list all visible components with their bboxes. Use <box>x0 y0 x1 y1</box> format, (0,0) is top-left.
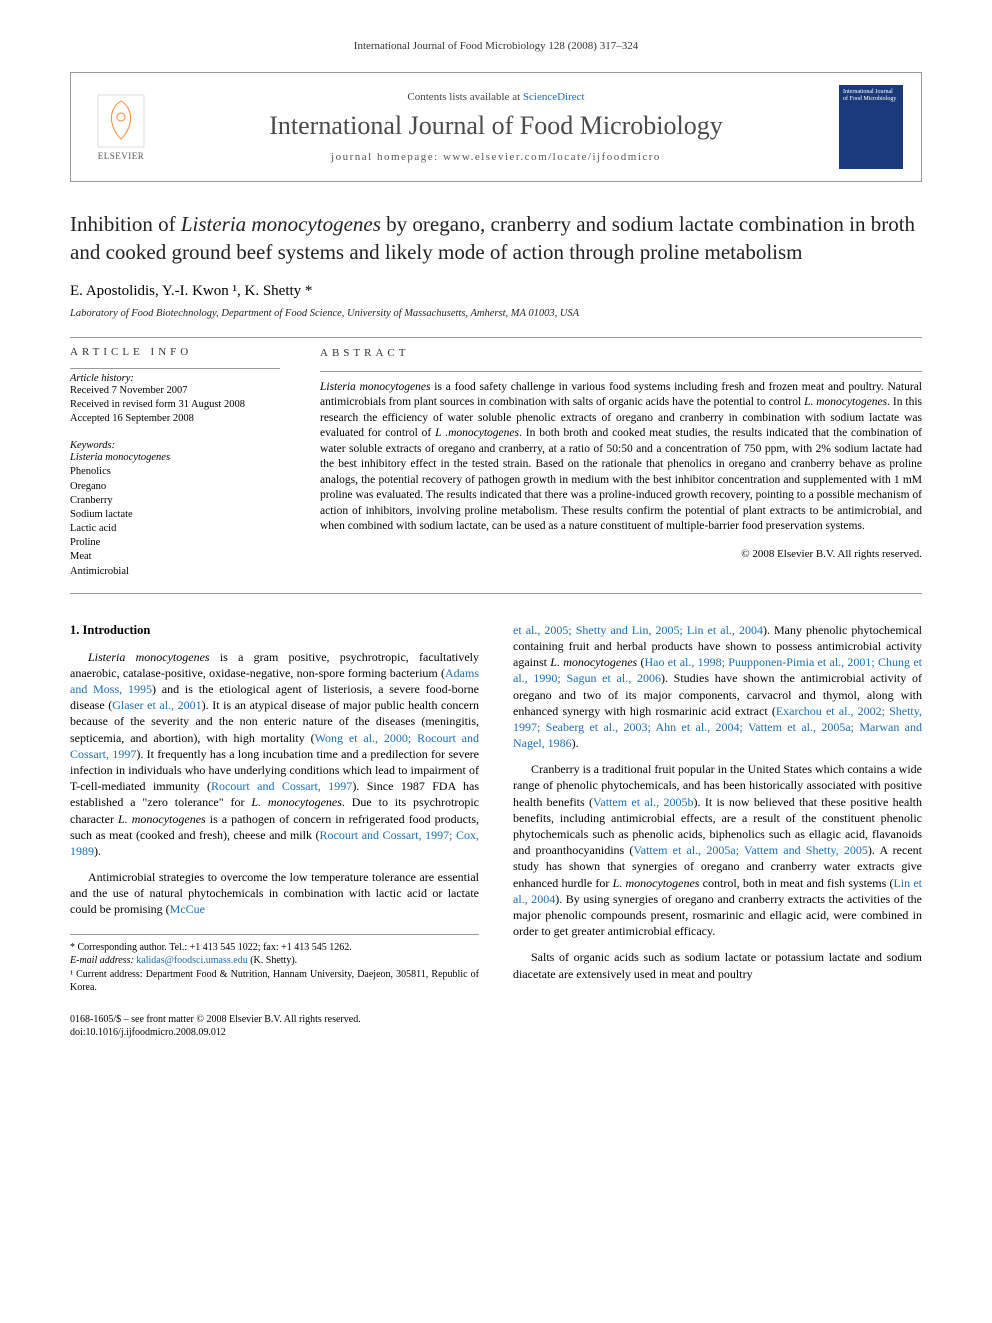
keyword: Lactic acid <box>70 522 280 536</box>
journal-name: International Journal of Food Microbiolo… <box>171 111 821 141</box>
abstract-block: abstract Listeria monocytogenes is a foo… <box>320 346 922 579</box>
front-matter-line: 0168-1605/$ – see front matter © 2008 El… <box>70 1013 361 1027</box>
journal-header: ELSEVIER Contents lists available at Sci… <box>70 72 922 182</box>
page-footer: 0168-1605/$ – see front matter © 2008 El… <box>70 1013 922 1040</box>
doi-line: doi:10.1016/j.ijfoodmicro.2008.09.012 <box>70 1026 361 1040</box>
keyword: Phenolics <box>70 465 280 479</box>
body-column-right: et al., 2005; Shetty and Lin, 2005; Lin … <box>513 622 922 995</box>
history-line: Accepted 16 September 2008 <box>70 412 280 426</box>
article-info-head: article info <box>70 346 280 358</box>
journal-homepage: journal homepage: www.elsevier.com/locat… <box>171 151 821 163</box>
article-history-label: Article history: <box>70 373 280 384</box>
history-line: Received in revised form 31 August 2008 <box>70 398 280 412</box>
keywords-label: Keywords: <box>70 440 280 451</box>
history-line: Received 7 November 2007 <box>70 384 280 398</box>
body-column-left: 1. Introduction Listeria monocytogenes i… <box>70 622 479 995</box>
footnotes: * Corresponding author. Tel.: +1 413 545… <box>70 934 479 995</box>
paragraph: Antimicrobial strategies to overcome the… <box>70 869 479 918</box>
running-head: International Journal of Food Microbiolo… <box>70 40 922 52</box>
abstract-text: Listeria monocytogenes is a food safety … <box>320 380 922 535</box>
email-link[interactable]: kalidas@foodsci.umass.edu <box>136 955 247 966</box>
citation-link[interactable]: Glaser et al., 2001 <box>112 698 201 712</box>
paragraph: Listeria monocytogenes is a gram positiv… <box>70 649 479 859</box>
keyword: Proline <box>70 536 280 550</box>
citation-link[interactable]: Vattem et al., 2005a; Vattem and Shetty,… <box>633 843 868 857</box>
keyword: Meat <box>70 550 280 564</box>
citation-link[interactable]: Rocourt and Cossart, 1997 <box>211 779 352 793</box>
contents-available: Contents lists available at ScienceDirec… <box>171 91 821 103</box>
divider <box>70 337 922 338</box>
elsevier-logo: ELSEVIER <box>89 91 153 163</box>
paragraph: Salts of organic acids such as sodium la… <box>513 949 922 981</box>
journal-cover-thumbnail: International Journal of Food Microbiolo… <box>839 85 903 169</box>
sciencedirect-link[interactable]: ScienceDirect <box>523 91 585 103</box>
keyword: Cranberry <box>70 494 280 508</box>
divider <box>320 371 922 372</box>
email-line: E-mail address: kalidas@foodsci.umass.ed… <box>70 954 479 968</box>
abstract-head: abstract <box>320 346 922 361</box>
affiliation: Laboratory of Food Biotechnology, Depart… <box>70 308 922 319</box>
abstract-copyright: © 2008 Elsevier B.V. All rights reserved… <box>320 547 922 562</box>
citation-link[interactable]: Vattem et al., 2005b <box>593 795 693 809</box>
keyword: Sodium lactate <box>70 508 280 522</box>
author-list: E. Apostolidis, Y.-I. Kwon ¹, K. Shetty … <box>70 283 922 300</box>
publisher-label: ELSEVIER <box>98 151 145 161</box>
keyword: Listeria monocytogenes <box>70 451 280 465</box>
section-heading: 1. Introduction <box>70 622 479 639</box>
divider <box>70 368 280 369</box>
article-info-block: article info Article history: Received 7… <box>70 346 280 579</box>
paragraph: Cranberry is a traditional fruit popular… <box>513 761 922 939</box>
citation-link[interactable]: McCue <box>170 902 205 916</box>
corresponding-author: * Corresponding author. Tel.: +1 413 545… <box>70 941 479 955</box>
article-title: Inhibition of Listeria monocytogenes by … <box>70 210 922 267</box>
citation-link[interactable]: et al., 2005; Shetty and Lin, 2005; Lin … <box>513 623 763 637</box>
keyword: Oregano <box>70 480 280 494</box>
divider <box>70 593 922 594</box>
author-note: ¹ Current address: Department Food & Nut… <box>70 968 479 995</box>
keyword: Antimicrobial <box>70 565 280 579</box>
paragraph: et al., 2005; Shetty and Lin, 2005; Lin … <box>513 622 922 752</box>
